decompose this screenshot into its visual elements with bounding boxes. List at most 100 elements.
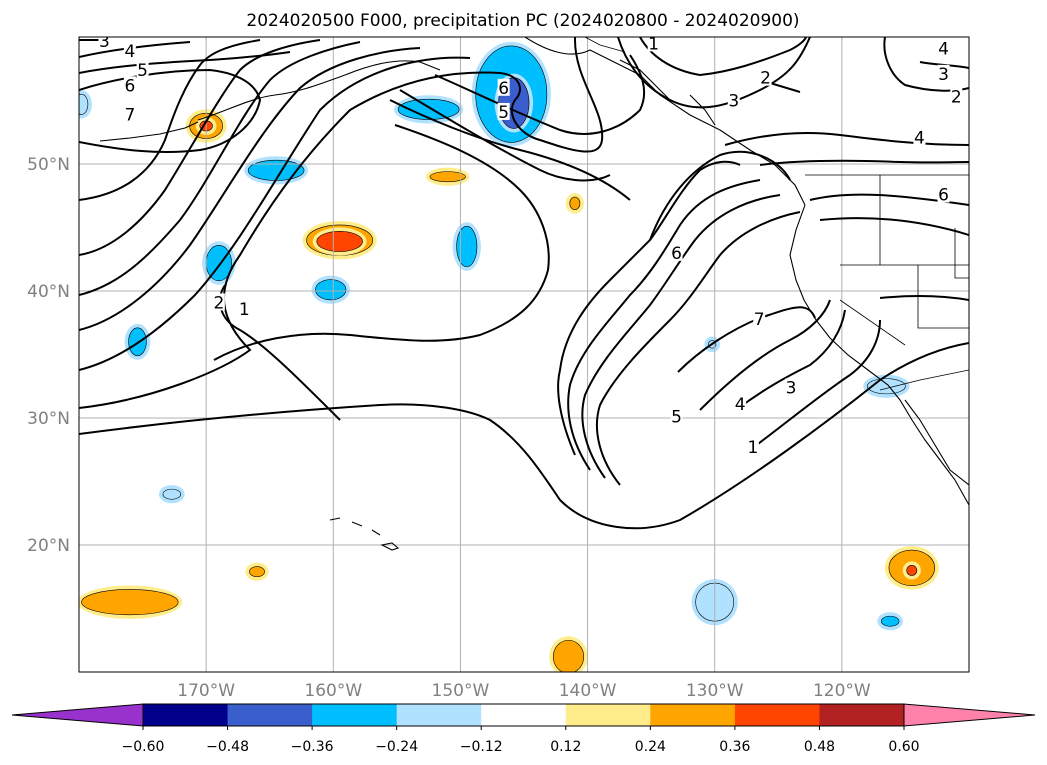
- coastline-gulf-of-alaska: [524, 37, 806, 206]
- colorbar-segment: [312, 704, 398, 726]
- contour-label: 2: [760, 69, 771, 89]
- coastlines: [99, 37, 969, 551]
- contour-label: 6: [124, 76, 135, 96]
- contour-label-gap: [670, 243, 683, 261]
- contour-label: 4: [735, 395, 746, 415]
- latitude-label: 40°N: [27, 282, 70, 302]
- coastline-us-west: [789, 204, 969, 506]
- latitude-label: 30°N: [27, 409, 70, 429]
- contour-line: [434, 54, 646, 135]
- political-borders: [584, 37, 969, 391]
- coastline-hawaii: [329, 517, 400, 551]
- contour-line: [735, 309, 846, 411]
- coastline-aleutians: [99, 121, 199, 142]
- colorbar-tick-label: −0.24: [375, 739, 418, 755]
- border-alaska-canada: [584, 37, 626, 53]
- contour-line: [879, 294, 969, 301]
- contour-label-gap: [759, 68, 772, 86]
- contour-label-gap: [734, 395, 747, 413]
- contour-line: [79, 41, 361, 296]
- contour-label-gap: [746, 438, 759, 456]
- precip-patch: [397, 98, 460, 120]
- contour-label: 4: [938, 39, 949, 59]
- colorbar-tick-label: −0.12: [460, 739, 503, 755]
- border-states: [839, 175, 969, 346]
- contour-line: [79, 39, 321, 256]
- colorbar-tick-label: 0.24: [635, 739, 666, 755]
- colorbar-tick-label: 0.36: [719, 739, 750, 755]
- coastline-alaska: [197, 60, 441, 121]
- longitude-label: 170°W: [177, 681, 235, 701]
- longitude-label: 120°W: [813, 681, 871, 701]
- contour-line: [617, 37, 811, 109]
- contour-label-gap: [123, 76, 136, 94]
- contour-label: 4: [914, 128, 925, 148]
- map-frame: [78, 36, 970, 673]
- contour-line: [79, 47, 421, 331]
- contour-line: [79, 51, 291, 74]
- border-us-mexico: [879, 369, 969, 391]
- contour-line: [699, 299, 831, 411]
- contour-line: [389, 99, 631, 201]
- contour-label-gap: [785, 378, 797, 396]
- contour-label: 6: [498, 79, 509, 99]
- contour-line: [749, 319, 881, 451]
- precip-patch: [552, 639, 585, 672]
- contour-label-gap: [123, 105, 136, 123]
- colorbar-tick-label: −0.36: [291, 739, 334, 755]
- contour-label: 3: [99, 32, 110, 52]
- colorbar-segment: [819, 704, 905, 726]
- contour-label-gap: [937, 64, 950, 82]
- colorbar-tick-label: −0.60: [122, 739, 165, 755]
- contour-label: 3: [786, 379, 797, 399]
- contour-line: [649, 150, 791, 241]
- contour-label: 3: [938, 65, 949, 85]
- contour-label-gap: [913, 128, 926, 146]
- contour-label-gap: [98, 37, 111, 49]
- contour-label-gap: [753, 309, 766, 327]
- precip-patch: [249, 566, 265, 578]
- contour-label-gap: [212, 293, 225, 311]
- latitude-label: 20°N: [27, 536, 70, 556]
- precip-patch: [316, 231, 363, 252]
- contour-label-gap: [238, 299, 251, 317]
- precip-patch: [456, 225, 478, 268]
- colorbar-tick-label: 0.48: [804, 739, 835, 755]
- precip-patch: [79, 93, 89, 115]
- contour-line: [759, 159, 969, 166]
- contour-label-gap: [136, 61, 149, 79]
- colorbar-segment: [565, 704, 651, 726]
- longitude-label: 150°W: [432, 681, 490, 701]
- contour-label: 6: [671, 244, 682, 264]
- longitude-labels: 170°W 160°W 150°W 140°W 130°W 120°W: [177, 681, 871, 701]
- map-title: 2024020500 F000, precipitation PC (20240…: [246, 11, 799, 31]
- contour-line: [79, 37, 604, 409]
- contour-label: 4: [124, 42, 135, 62]
- contour-label-gap: [937, 39, 950, 57]
- contour-label: 6: [938, 185, 949, 205]
- contour-line: [79, 56, 471, 371]
- contour-line: [567, 179, 761, 471]
- contour-line: [79, 342, 969, 530]
- colorbar-extend-max: [903, 703, 1036, 727]
- colorbar-segment: [734, 704, 820, 726]
- contour-label: 1: [648, 34, 659, 54]
- colorbar-segment: [396, 704, 482, 726]
- contour-label-gap: [937, 185, 950, 203]
- contour-label-gap: [123, 41, 136, 59]
- colorbar-segment: [481, 704, 567, 726]
- longitude-label: 140°W: [559, 681, 617, 701]
- contour-line: [213, 124, 550, 361]
- colorbar-tick-label: −0.48: [206, 739, 249, 755]
- colorbar-extend-min: [11, 703, 144, 727]
- colorbar-tick-label: 0.12: [550, 739, 581, 755]
- contour-line: [79, 68, 262, 153]
- colorbar-segment: [227, 704, 313, 726]
- contour-label: 2: [213, 293, 224, 313]
- contour-label-gap: [727, 91, 740, 109]
- precip-patch: [569, 196, 581, 211]
- precip-patch: [906, 565, 918, 576]
- contour-label-gap: [950, 87, 963, 105]
- precip-patch: [128, 327, 147, 357]
